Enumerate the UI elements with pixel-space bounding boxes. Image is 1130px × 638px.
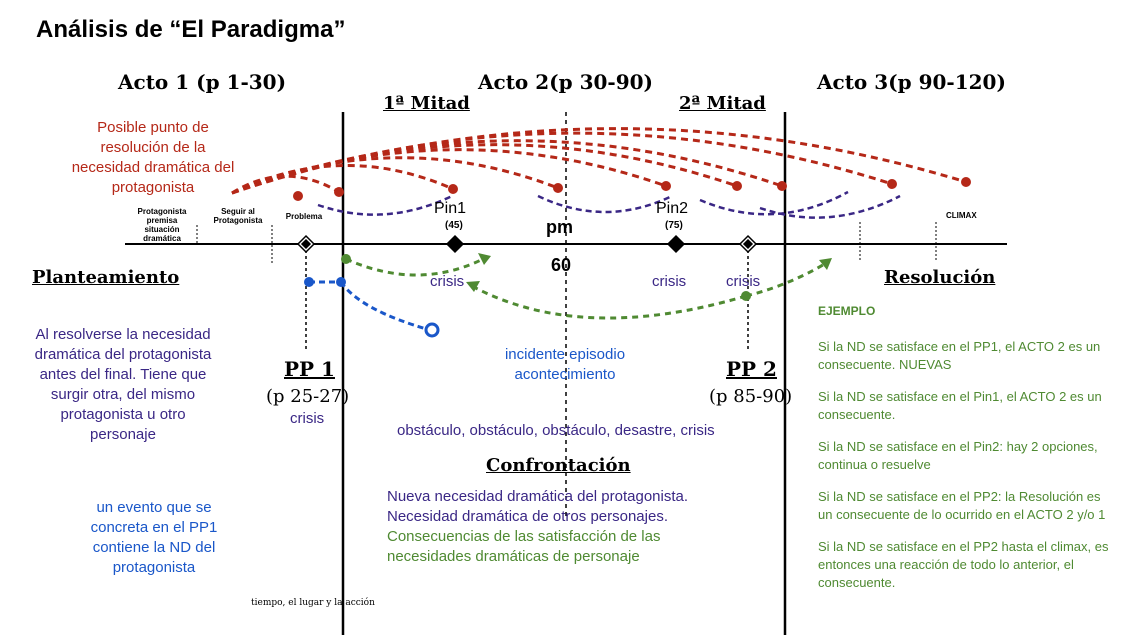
pp1-diamond-inner	[300, 238, 312, 250]
confront-green-1: Consecuencias de las satisfacción de las	[387, 528, 661, 545]
green-arrow-1	[345, 255, 488, 277]
left-purple-text: Al resolverse la necesidad dramática del…	[34, 326, 212, 443]
ejemplo-heading: EJEMPLO	[818, 304, 876, 318]
first-half-label: 1ª Mitad	[383, 93, 470, 114]
red-point-7	[777, 181, 787, 191]
purple-arc-3	[699, 190, 849, 216]
label-pm-page: 60	[551, 255, 572, 275]
red-point-3	[448, 184, 458, 194]
section-confrontacion: Confrontación	[486, 455, 631, 476]
label-pin1: Pin1	[434, 200, 467, 217]
act2-label: Acto 2(p 30-90)	[478, 70, 653, 94]
incidente-text: incidente episodio acontecimiento	[504, 346, 626, 383]
pp1-crisis: crisis	[290, 410, 325, 427]
ejemplo-item: Si la ND se satisface en el PP2 hasta el…	[818, 539, 1109, 590]
red-arc-3	[231, 156, 559, 195]
act3-label: Acto 3(p 90-120)	[817, 70, 1006, 94]
blue-end-circle	[424, 322, 440, 338]
pin2-diamond	[666, 234, 686, 254]
red-point-5	[661, 181, 671, 191]
green-point-1	[341, 254, 351, 264]
ejemplo-item: Si la ND se satisface en el Pin2: hay 2 …	[818, 439, 1098, 472]
pin1-diamond	[445, 234, 465, 254]
label-pin2-page: (75)	[665, 220, 683, 231]
blue-point-1	[304, 277, 314, 287]
label-pin1-page: (45)	[445, 220, 463, 231]
green-arrowhead-3	[466, 281, 480, 292]
label-problema: Problema	[285, 212, 323, 221]
confront-green-2: necesidades dramáticas de personaje	[387, 548, 640, 565]
red-point-2	[334, 187, 344, 197]
red-arc-6	[231, 139, 783, 195]
pp1-pages: (p 25-27)	[266, 386, 350, 407]
confront-purple-1: Nueva necesidad dramática del protagonis…	[387, 488, 689, 505]
red-note: Posible punto de resolución de la necesi…	[71, 119, 235, 196]
blue-point-2	[336, 277, 346, 287]
green-arrow-2	[745, 260, 829, 298]
label-protagonista: Protagonista premisa situación dramática	[137, 207, 187, 243]
pp2-title: PP 2	[726, 357, 777, 381]
label-climax: CLIMAX	[946, 211, 977, 220]
confront-purple-2: Necesidad dramática de otros personajes.	[387, 508, 668, 525]
red-point-8	[887, 179, 897, 189]
pp2-diamond-inner	[742, 238, 754, 250]
purple-arc-4	[759, 194, 901, 219]
green-arrowhead-2	[819, 258, 832, 270]
crisis-label-2: crisis	[652, 273, 687, 290]
crisis-label-1: crisis	[430, 273, 465, 290]
act1-label: Acto 1 (p 1-30)	[118, 70, 287, 94]
left-blue-text: un evento que se concreta en el PP1 cont…	[90, 499, 218, 576]
green-point-2	[741, 291, 751, 301]
obstaculos-text: obstáculo, obstáculo, obstáculo, desastr…	[397, 422, 715, 439]
blue-curve	[339, 281, 431, 332]
label-seguir: Seguir al Protagonista	[213, 207, 263, 225]
red-point-1	[293, 191, 303, 201]
ejemplo-block: EJEMPLO Si la ND se satisface en el PP1,…	[818, 302, 1118, 606]
red-point-4	[553, 183, 563, 193]
page-title: Análisis de “El Paradigma”	[36, 16, 346, 43]
pp1-title: PP 1	[284, 357, 335, 381]
red-point-6	[732, 181, 742, 191]
red-point-9	[961, 177, 971, 187]
purple-arc-2	[537, 194, 673, 214]
section-resolucion: Resolución	[884, 267, 996, 288]
label-pin2: Pin2	[656, 200, 689, 217]
green-arrow-3	[469, 283, 747, 320]
purple-arc-1	[317, 194, 453, 216]
crisis-label-3: crisis	[726, 273, 761, 290]
footer-note: tiempo, el lugar y la acción	[251, 598, 375, 608]
label-pm: pm	[546, 217, 573, 237]
ejemplo-item: Si la ND se satisface en el PP2: la Reso…	[818, 489, 1106, 522]
second-half-label: 2ª Mitad	[679, 93, 766, 114]
ejemplo-item: Si la ND se satisface en el PP1, el ACTO…	[818, 339, 1101, 372]
green-arrowhead-1	[478, 253, 491, 265]
section-planteamiento: Planteamiento	[32, 267, 180, 288]
ejemplo-item: Si la ND se satisface en el Pin1, el ACT…	[818, 389, 1102, 422]
red-arc-8	[231, 127, 967, 195]
pp2-pages: (p 85-90)	[709, 386, 793, 407]
